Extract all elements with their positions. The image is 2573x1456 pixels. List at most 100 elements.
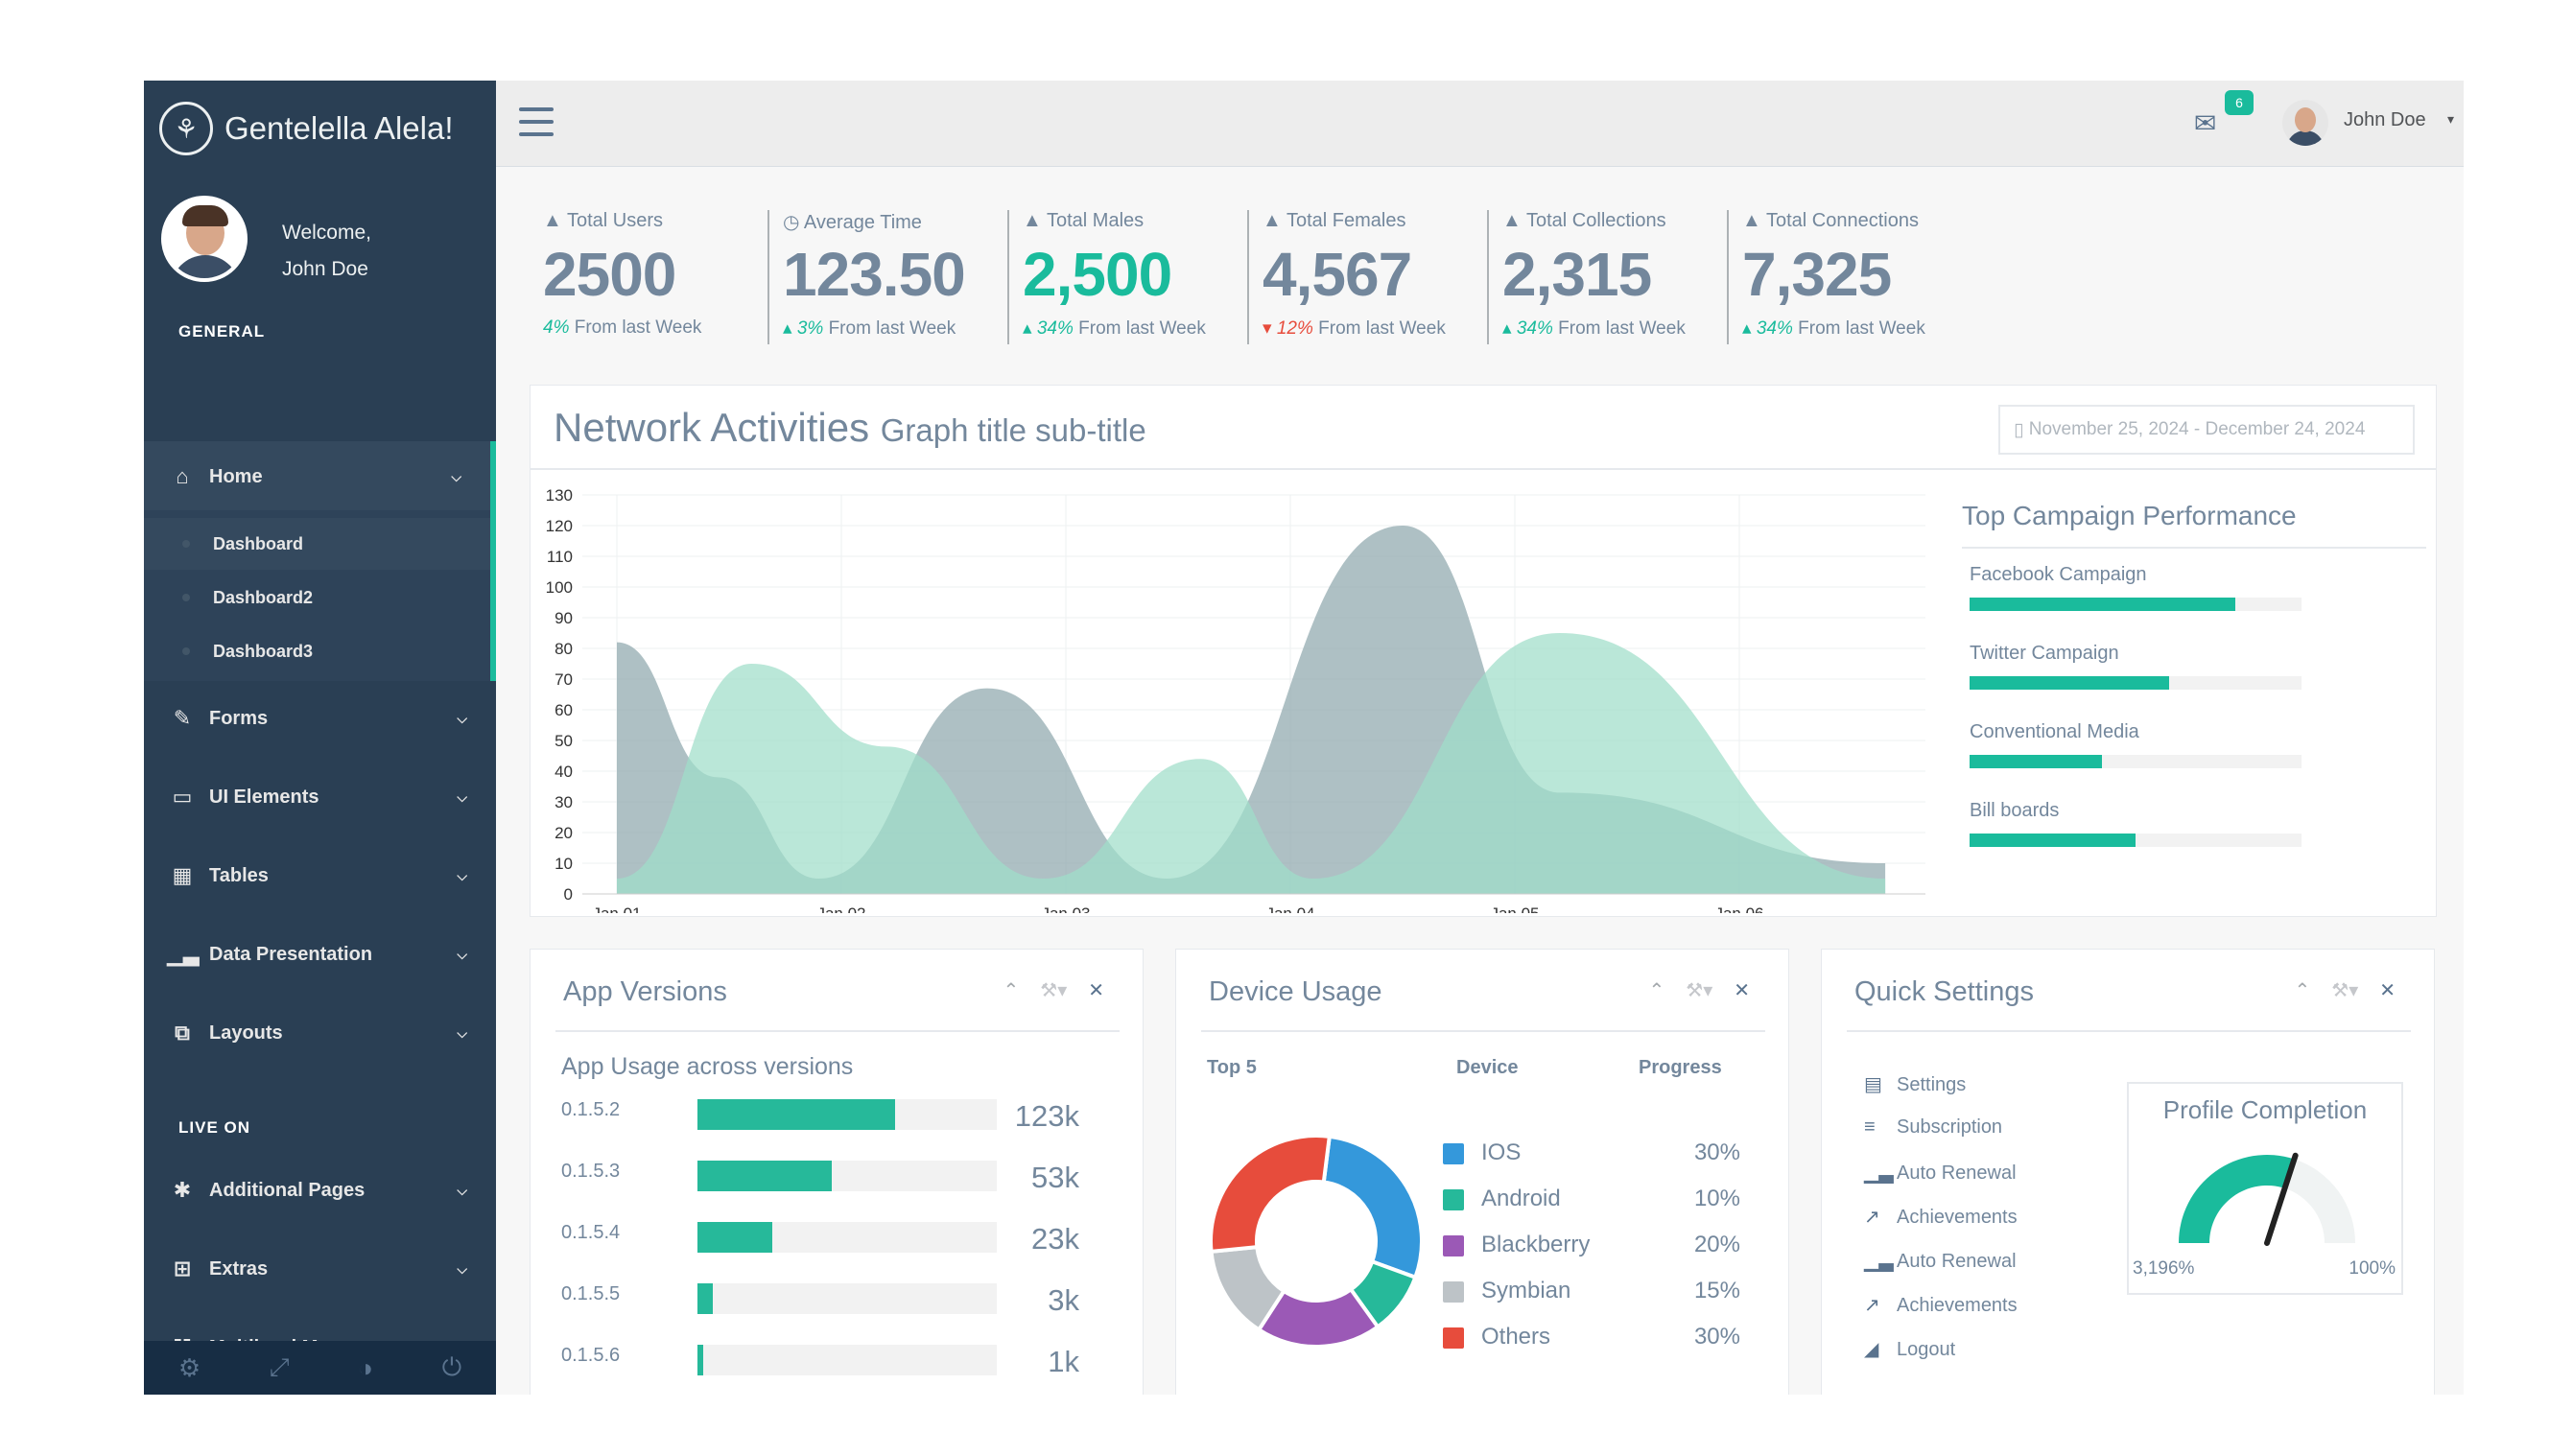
y-tick-label: 100 [546,578,573,597]
chevron-down-icon: ⌵ [457,1182,467,1198]
campaign-progress-track [1970,834,2302,847]
avatar[interactable] [161,196,248,282]
campaign-label: Bill boards [1970,800,2060,821]
welcome-text: Welcome, John Doe [282,215,371,288]
collapse-icon[interactable]: ⌃ [1003,980,1020,1001]
user-menu-name[interactable]: John Doe [2344,109,2426,130]
campaign-item: Bill boards [1970,800,2302,847]
quick-setting-logout[interactable]: ◢ Logout [1864,1337,1955,1361]
fullscreen-icon[interactable]: ⤢ [269,1352,290,1381]
version-count: 53k [1031,1161,1079,1194]
tile-count: 4,567 [1263,240,1412,309]
profile-completion-title: Profile Completion [2162,1095,2368,1124]
profile: Welcome, John Doe [144,196,496,292]
quick-setting-label: Settings [1897,1074,1967,1095]
chevron-down-icon: ⌵ [457,946,467,962]
sidebar-item-extras[interactable]: ⊞ Extras ⌵ [144,1233,496,1304]
user-icon: ▲ [1502,210,1522,231]
gauge-min-label: 3,196% [2133,1258,2195,1279]
campaign-progress-bar [1970,676,2169,690]
quick-setting-achievements[interactable]: ↗ Achievements [1864,1293,2018,1317]
settings-icon[interactable]: ⚙ [177,1352,201,1382]
quick-setting-settings[interactable]: ▤ Settings [1864,1072,1966,1096]
sidebar-item-label: Additional Pages [209,1179,366,1201]
envelope-icon[interactable]: ✉ [2194,108,2217,138]
windows-icon: ⊞ [173,1256,192,1280]
submenu-item-dashboard[interactable]: Dashboard [144,518,490,570]
panel-tools: ⌃ ⚒▾ ✕ [1649,978,1751,1002]
quick-setting-subscription[interactable]: ≡ Subscription [1864,1116,2002,1139]
quick-setting-auto-renewal[interactable]: ▁▃ Auto Renewal [1864,1249,2017,1273]
wrench-icon[interactable]: ⚒▾ [2331,980,2359,1001]
home-submenu: Dashboard Dashboard2 Dashboard3 [144,510,496,681]
sidebar-item-label: Home [209,465,263,487]
device-name: Android [1481,1186,1561,1211]
campaign-label: Twitter Campaign [1970,643,2119,664]
app-version-row: 0.1.5.6 1k [561,1345,1118,1383]
user-icon: ▲ [1742,210,1761,231]
close-icon[interactable]: ✕ [1088,980,1104,1001]
wrench-icon[interactable]: ⚒▾ [1040,980,1068,1001]
sidebar-item-tables[interactable]: ▦ Tables ⌵ [144,840,496,911]
tile-label: ▲ Total Males [1023,210,1145,231]
sidebar-item-ui-elements[interactable]: ▭ UI Elements ⌵ [144,762,496,833]
tile-label: ▲ Total Connections [1742,210,1919,231]
menu-toggle-icon[interactable] [519,107,554,136]
sidebar-item-forms[interactable]: ✎ Forms ⌵ [144,683,496,754]
tile-label: ◷ Average Time [783,212,922,233]
wrench-icon[interactable]: ⚒▾ [1686,980,1713,1001]
sidebar-item-label: Forms [209,707,269,729]
version-progress-bar [697,1283,713,1314]
sidebar-item-data-presentation[interactable]: ▁▃ Data Presentation ⌵ [144,919,496,990]
version-count: 23k [1031,1222,1079,1256]
user-avatar[interactable] [2282,100,2328,146]
calendar-icon: ▤ [1864,1074,1882,1095]
tile-label: ▲ Total Users [543,210,664,231]
quick-setting-achievements[interactable]: ↗ Achievements [1864,1205,2018,1229]
chevron-down-icon: ⌵ [451,468,461,484]
version-progress-track [697,1161,997,1191]
legend-swatch [1443,1327,1464,1349]
quick-setting-label: Achievements [1897,1207,2018,1228]
panel-title: App Versions [563,976,727,1007]
campaign-label: Conventional Media [1970,721,2139,742]
collapse-icon[interactable]: ⌃ [2294,980,2311,1001]
brand[interactable]: ⚘ Gentelella Alela! [144,81,496,176]
submenu-item-dashboard2[interactable]: Dashboard2 [144,572,490,623]
sidebar-item-layouts[interactable]: ⧉ Layouts ⌵ [144,998,496,1069]
close-icon[interactable]: ✕ [1734,980,1750,1001]
sidebar: ⚘ Gentelella Alela! Welcome, John Doe GE… [144,81,496,1395]
date-range-picker[interactable]: ▯ November 25, 2024 - December 24, 2024 [1998,405,2415,455]
close-icon[interactable]: ✕ [2379,980,2396,1001]
campaign-progress-track [1970,755,2302,768]
area-chart-icon: ◢ [1864,1339,1879,1360]
sidebar-item-home[interactable]: ⌂ Home ⌵ [144,441,496,512]
device-legend-row: Blackberry 20% [1443,1232,1759,1264]
version-progress-track [697,1345,997,1375]
sidebar-item-label: UI Elements [209,786,319,808]
collapse-icon[interactable]: ⌃ [1648,980,1665,1001]
quick-setting-auto-renewal[interactable]: ▁▃ Auto Renewal [1864,1161,2017,1185]
app-version-row: 0.1.5.4 23k [561,1222,1118,1260]
caret-down-icon[interactable]: ▾ [2447,111,2455,127]
eye-slash-icon[interactable]: ◑ [358,1352,373,1382]
chevron-down-icon: ⌵ [457,1260,467,1277]
device-name: IOS [1481,1139,1522,1165]
y-tick-label: 130 [546,486,573,505]
tile-average-time: ◷ Average Time 123.50 ▴ 3% From last Wee… [769,210,1009,344]
app-versions-panel: App Versions ⌃ ⚒▾ ✕ App Usage across ver… [530,949,1144,1395]
campaign-label: Facebook Campaign [1970,564,2147,585]
sidebar-item-additional-pages[interactable]: ✱ Additional Pages ⌵ [144,1155,496,1226]
clock-icon: ◷ [783,212,800,233]
quick-settings-panel: Quick Settings ⌃ ⚒▾ ✕ ▤ Settings ≡ Subscrip… [1821,949,2435,1395]
submenu-item-dashboard3[interactable]: Dashboard3 [144,625,490,677]
app-window: ⚘ Gentelella Alela! Welcome, John Doe GE… [144,81,2464,1395]
tile-footer: ▾ 12% From last Week [1263,318,1446,339]
device-legend-row: IOS 30% [1443,1139,1759,1172]
power-icon[interactable]: ⏻ [441,1352,462,1381]
sidebar-item-label: Data Presentation [209,943,373,965]
version-label: 0.1.5.4 [561,1222,621,1243]
campaign-item: Conventional Media [1970,721,2302,768]
brand-name: Gentelella Alela! [224,110,454,146]
device-legend-row: Others 30% [1443,1324,1759,1356]
